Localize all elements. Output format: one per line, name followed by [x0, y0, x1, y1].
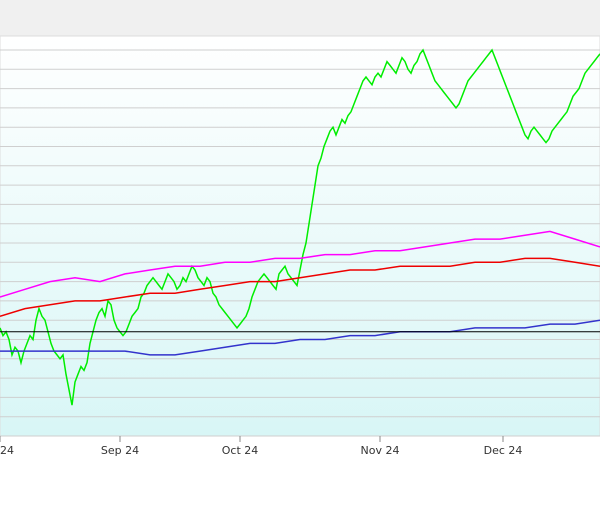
x-axis: 24 Sep 24 Oct 24 Nov 24 Dec 24 — [0, 436, 522, 457]
x-tick-label: Sep 24 — [101, 444, 139, 457]
series-line-1 — [0, 48, 600, 406]
x-tick-label: Nov 24 — [361, 444, 400, 457]
series-line-2 — [0, 230, 600, 298]
top-toolbar-bar — [0, 0, 600, 40]
x-tick-label: Oct 24 — [222, 444, 259, 457]
gridlines — [0, 49, 600, 437]
series-line-3 — [0, 257, 600, 318]
x-tick-label: 24 — [0, 444, 14, 457]
series-line-4 — [0, 319, 600, 356]
series-layer — [0, 48, 600, 406]
x-tick-label: Dec 24 — [484, 444, 523, 457]
plot-area — [0, 35, 600, 437]
